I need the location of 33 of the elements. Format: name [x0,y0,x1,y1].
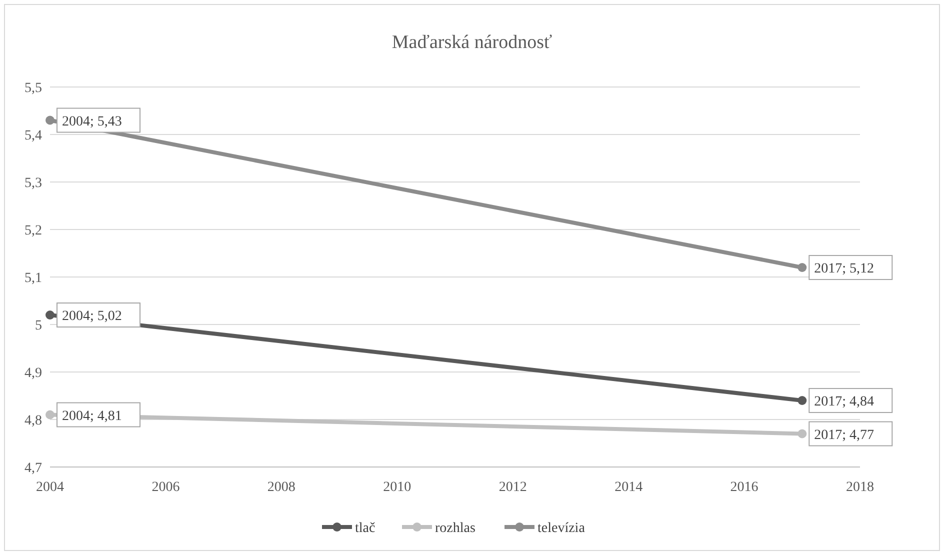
legend-label: televízia [538,521,586,536]
y-tick-label: 4,9 [24,366,42,381]
legend-label: rozhlas [435,521,476,536]
data-label: 2017; 4,84 [814,394,874,410]
x-tick-label: 2014 [614,480,643,495]
x-tick-label: 2006 [152,480,180,495]
y-tick-label: 4,8 [24,414,42,428]
y-tick-label: 5 [35,318,42,334]
y-tick-label: 5,1 [24,271,42,286]
y-tick-label: 4,7 [24,461,42,476]
point [46,116,54,125]
y-tick-label: 5,2 [24,224,42,238]
point [798,396,807,405]
point [798,263,807,272]
point [798,429,807,438]
data-label: 2017; 5,12 [814,262,874,276]
x-tick-label: 2008 [267,480,296,495]
y-tick-label: 5,5 [24,81,42,96]
x-tick-label: 2004 [36,480,64,495]
data-label: 2004; 5,02 [62,309,122,324]
data-label: 2004; 4,81 [62,408,122,424]
y-tick-label: 5,3 [24,176,42,191]
data-label: 2004; 5,43 [62,114,122,130]
point [46,410,54,420]
x-tick-label: 2018 [846,480,874,495]
y-tick-label: 5,4 [24,128,42,144]
x-tick-label: 2016 [730,480,758,495]
data-label: 2017; 4,77 [814,428,874,443]
x-tick-label: 2010 [383,480,412,495]
legend-label: tlač [355,521,376,536]
chart-title: Maďarská národnosť [392,32,552,53]
x-tick-label: 2012 [498,480,527,495]
point [46,310,54,320]
